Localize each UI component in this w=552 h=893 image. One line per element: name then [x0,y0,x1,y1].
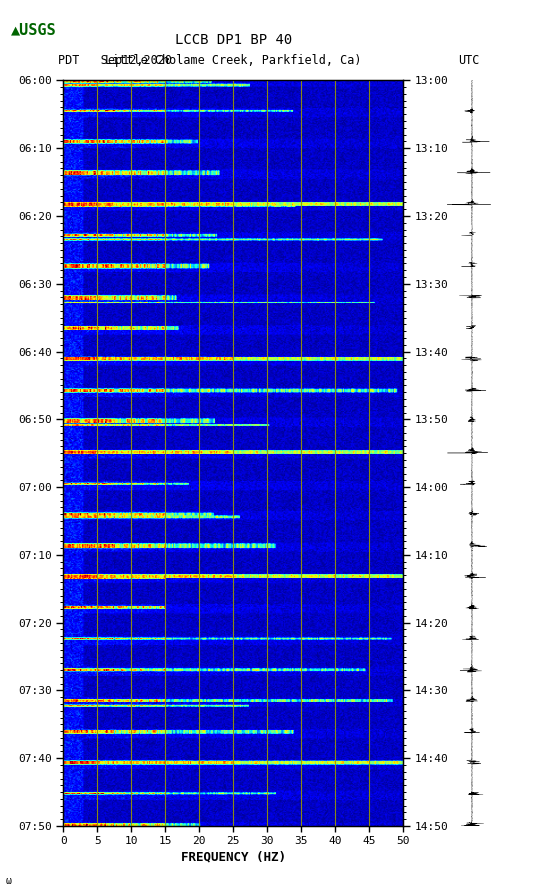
Text: PDT   Sep12,2020: PDT Sep12,2020 [58,54,172,67]
Text: UTC: UTC [459,54,480,67]
Text: ω: ω [6,876,12,886]
Text: LCCB DP1 BP 40: LCCB DP1 BP 40 [174,33,292,47]
X-axis label: FREQUENCY (HZ): FREQUENCY (HZ) [181,851,286,864]
Text: ▲USGS: ▲USGS [11,22,57,38]
Text: Little Cholame Creek, Parkfield, Ca): Little Cholame Creek, Parkfield, Ca) [105,54,362,67]
